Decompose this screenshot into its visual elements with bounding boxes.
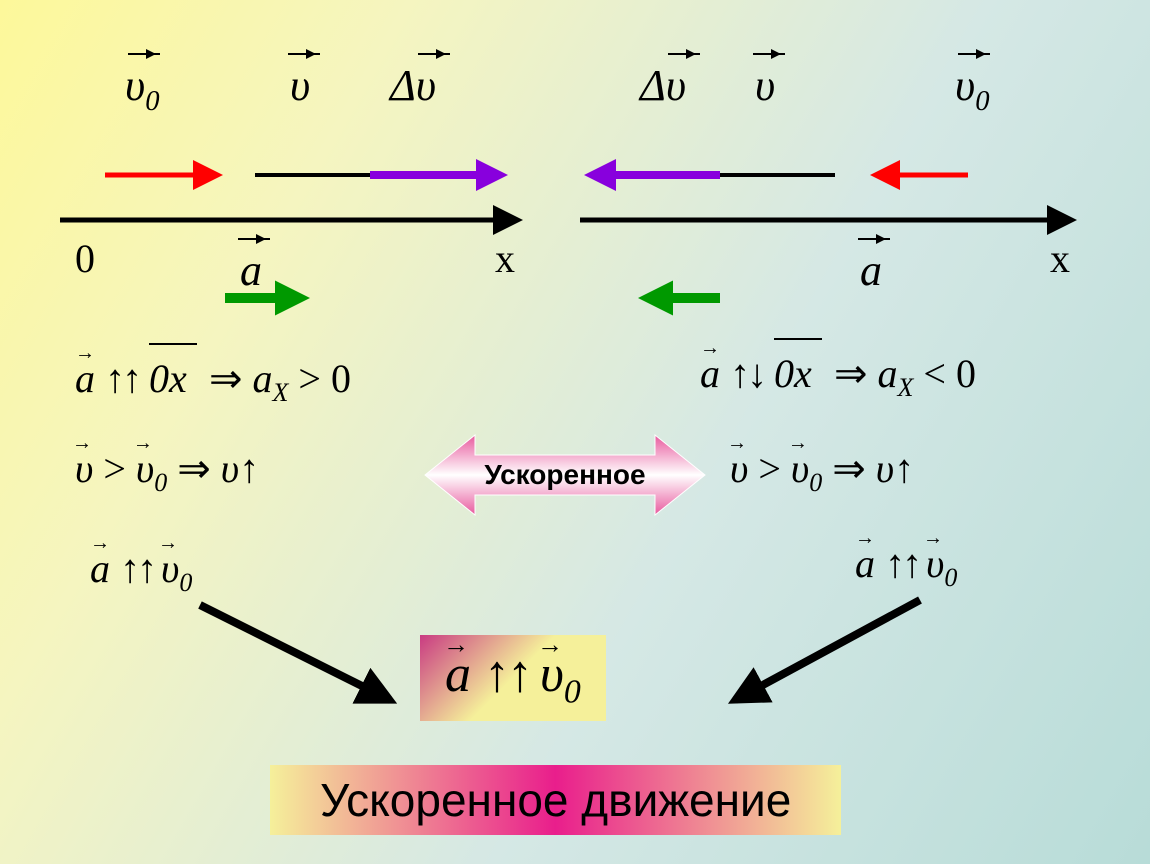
label-x-right: x xyxy=(1050,235,1070,282)
label-a-left: a xyxy=(240,245,262,296)
label-zero: 0 xyxy=(75,235,95,282)
vec-over-dv-right xyxy=(668,53,700,55)
label-dv-right: Δυ xyxy=(640,60,686,111)
title-box: Ускоренное движение xyxy=(270,765,841,835)
formula-left-1: →a ↑↑ 0x ⇒ aX > 0 xyxy=(75,355,351,408)
vec-over-v-right xyxy=(753,53,785,55)
banner-label: Ускоренное xyxy=(420,425,710,525)
label-dv-left: Δυ xyxy=(390,60,436,111)
label-v-right: υ xyxy=(755,60,775,111)
vec-over-a-left xyxy=(238,238,270,240)
arrow-converge-right xyxy=(735,600,920,700)
label-a-right: a xyxy=(860,245,882,296)
arrow-converge-left xyxy=(200,605,390,700)
vec-over-v0-left xyxy=(128,53,160,55)
vec-over-v0-right xyxy=(958,53,990,55)
label-v0-right: υ0 xyxy=(955,60,990,118)
vec-over-dv-left xyxy=(418,53,450,55)
formula-right-2: →υ > →υ0 ⇒ υ↑ xyxy=(730,445,911,498)
formula-right-1: →a ↑↓ 0x ⇒ aX < 0 xyxy=(700,350,976,403)
formula-left-3: →a ↑↑ →υ0 xyxy=(90,545,192,598)
formula-right-3: →a ↑↑ →υ0 xyxy=(855,540,957,593)
conclusion-formula: →a ↑↑ →υ0 xyxy=(420,635,606,721)
label-v0-left: υ0 xyxy=(125,60,160,118)
vec-over-a-right xyxy=(858,238,890,240)
vec-over-v-left xyxy=(288,53,320,55)
label-x-left: x xyxy=(495,235,515,282)
formula-left-2: →υ > →υ0 ⇒ υ↑ xyxy=(75,445,256,498)
label-v-left: υ xyxy=(290,60,310,111)
